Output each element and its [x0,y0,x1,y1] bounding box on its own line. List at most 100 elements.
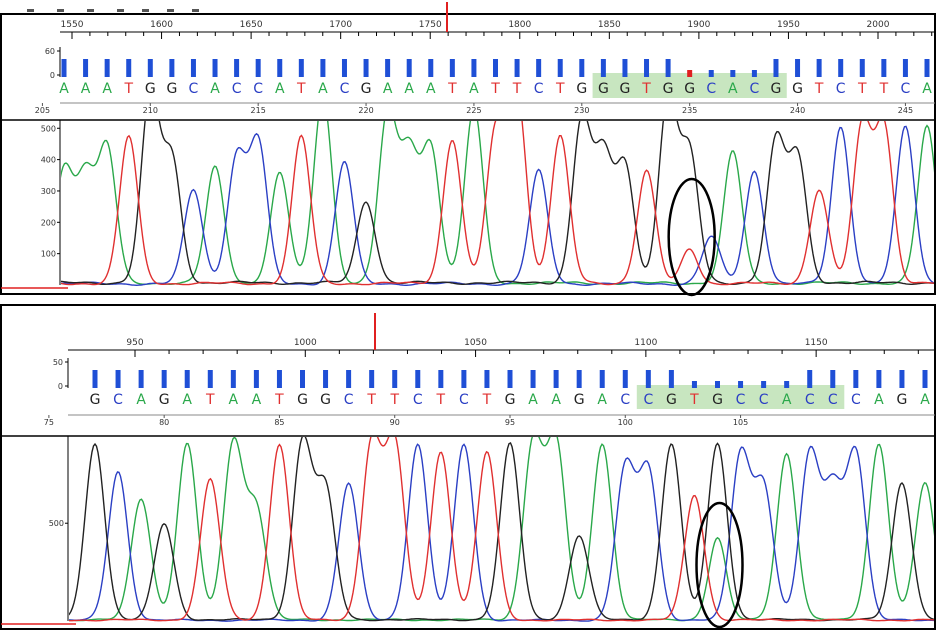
base-number-label: 100 [618,418,633,427]
base-call: C [340,81,350,97]
base-call: T [689,392,699,408]
qv-bar [730,70,736,77]
base-call: G [320,392,331,408]
scan-tick-label: 950 [126,338,143,348]
qv-bar [415,370,421,388]
highlight-box [636,385,845,409]
qv-bar [207,370,213,388]
base-call: G [576,81,587,97]
qv-bar [579,59,585,77]
scan-tick-label: 1000 [294,338,317,348]
base-number-label: 235 [682,106,697,115]
qv-bar [838,59,844,77]
base-number-label: 75 [44,418,54,427]
base-call: C [759,392,769,408]
qv-bar [557,59,563,77]
base-call: A [383,81,393,97]
base-call: A [469,81,479,97]
base-call: G [771,81,782,97]
base-call: T [436,392,446,408]
base-call: A [874,392,884,408]
base-call: A [728,81,738,97]
qv-bar [507,370,513,388]
qv-bar [346,370,352,388]
qv-bar [795,59,801,77]
qv-bar [514,59,520,77]
base-call: T [123,81,133,97]
qv-bar [553,370,559,388]
qv-tick-label: 0 [58,382,63,391]
base-number-label: 80 [159,418,169,427]
base-number-label: 230 [574,106,589,115]
trace-y-tick-label: 500 [41,124,56,133]
toolbar-dot [27,9,34,12]
base-call: T [389,392,399,408]
base-call: A [59,81,69,97]
scan-tick-label: 1550 [61,20,84,30]
base-call: A [597,392,607,408]
qv-bar [184,370,190,388]
chromatogram-bottom: 9501000105011001150120012501300500GCAGAT… [0,304,936,630]
qv-bar [461,370,467,388]
qv-bar [277,59,283,77]
trace-y-tick-label: 200 [41,218,56,227]
base-call: C [706,81,716,97]
qv-bar [323,370,329,388]
base-call: G [361,81,372,97]
base-call: A [102,81,112,97]
base-call: C [253,81,263,97]
qv-bar [428,59,434,77]
chromatogram-panel-top: 1550 1600 1650 1700 1750 1800 1850 1900 1950 2000… [0,0,937,298]
scan-tick-label: 1900 [687,20,710,30]
base-number-label: 95 [505,418,515,427]
base-call: T [512,81,522,97]
qv-bar [230,370,236,388]
qv-bar [363,59,369,77]
toolbar-dot [192,9,199,12]
qv-bar [668,370,674,388]
qv-bar [645,370,651,388]
qv-bar [536,59,542,77]
base-call: G [598,81,609,97]
qv-bar [773,59,779,77]
qv-bar [449,59,455,77]
base-number-label: 220 [358,106,373,115]
panel-frame [0,13,936,295]
scan-tick-label: 1650 [240,20,263,30]
qv-bar [876,370,882,388]
qv-bar [438,370,444,388]
qv-bar [761,381,767,388]
qv-bar [104,59,110,77]
base-call: C [805,392,815,408]
toolbar-dot [117,9,124,12]
base-call: C [736,392,746,408]
base-call: C [113,392,123,408]
qv-bar [665,59,671,77]
base-call: T [814,81,824,97]
trace-y-tick-label: 400 [41,156,56,165]
toolbar-dot [87,9,94,12]
base-call: G [145,81,156,97]
qv-bar [83,59,89,77]
qv-bar [212,59,218,77]
qv-bar [161,370,167,388]
base-call: A [426,81,436,97]
trace-G [69,437,934,622]
base-call: C [232,81,242,97]
qv-bar [493,59,498,77]
qv-bar [298,59,304,77]
base-call: G [663,81,674,97]
base-number-label: 85 [274,418,284,427]
base-number-label: 225 [466,106,481,115]
qv-bar [853,370,859,388]
qv-bar [530,370,536,388]
chromatogram-top: 1550 1600 1650 1700 1750 1800 1850 1900 1950 2000… [0,2,936,297]
qv-bar [751,70,757,77]
scan-tick-label: 1050 [464,338,487,348]
qv-bar [190,59,196,77]
base-call: A [182,392,192,408]
qv-bar [687,70,693,77]
base-call: A [404,81,414,97]
qv-tick-label: 50 [53,358,63,367]
qv-bar [708,70,714,77]
